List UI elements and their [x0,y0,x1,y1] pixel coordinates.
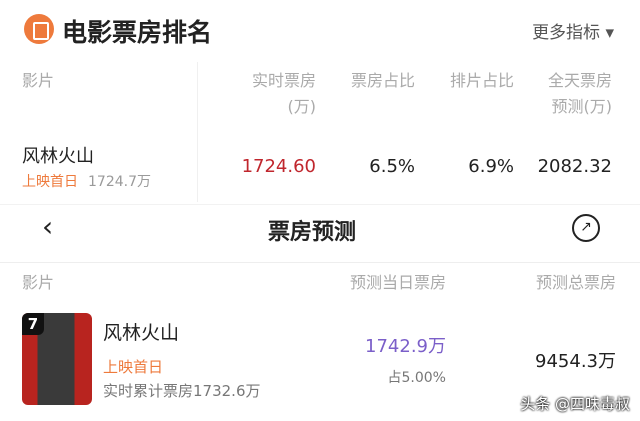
day-share-value: 占5.00% [387,370,446,386]
schedule-value: 6.9% [468,156,514,177]
header-film: 影片 [22,273,55,292]
header-realtime: 实时票房 (万) [251,71,316,116]
watermark: 头条 @四味毒叔 [520,395,630,413]
release-tag: 上映首日 [103,358,164,376]
forecast-value: 2082.32 [537,156,612,177]
header-total-forecast: 预测总票房 [535,273,616,292]
film-name[interactable]: 风林火山 [22,146,94,167]
header-share: 票房占比 [350,71,415,90]
realtime-value: 1724.60 [241,156,316,177]
share-icon[interactable]: ↗ [572,214,600,242]
page-title: 电影票房排名 [62,18,213,47]
share-value: 6.5% [369,156,415,177]
divider [0,204,640,205]
header-day-forecast: 预测当日票房 [349,273,446,292]
film-column [0,62,198,202]
header-schedule: 排片占比 [449,71,514,90]
more-metrics-button[interactable]: 更多指标 ▾ [532,23,614,43]
box-office-logo-icon [24,14,54,44]
header-forecast: 全天票房 预测(万) [547,71,612,116]
movie-poster[interactable]: 7 [22,313,92,405]
divider [0,262,640,263]
day-forecast-value: 1742.9万 [365,336,446,357]
release-value: 1724.7万 [88,174,151,190]
back-icon[interactable]: ‹ [42,210,54,243]
release-tag: 上映首日 [22,174,78,190]
rank-badge: 7 [22,313,44,335]
film-name[interactable]: 风林火山 [103,322,180,344]
header-film: 影片 [22,71,55,90]
cumulative-box-office: 实时累计票房1732.6万 [103,382,261,400]
total-forecast-value: 9454.3万 [535,351,616,372]
forecast-title: 票房预测 [268,220,357,245]
